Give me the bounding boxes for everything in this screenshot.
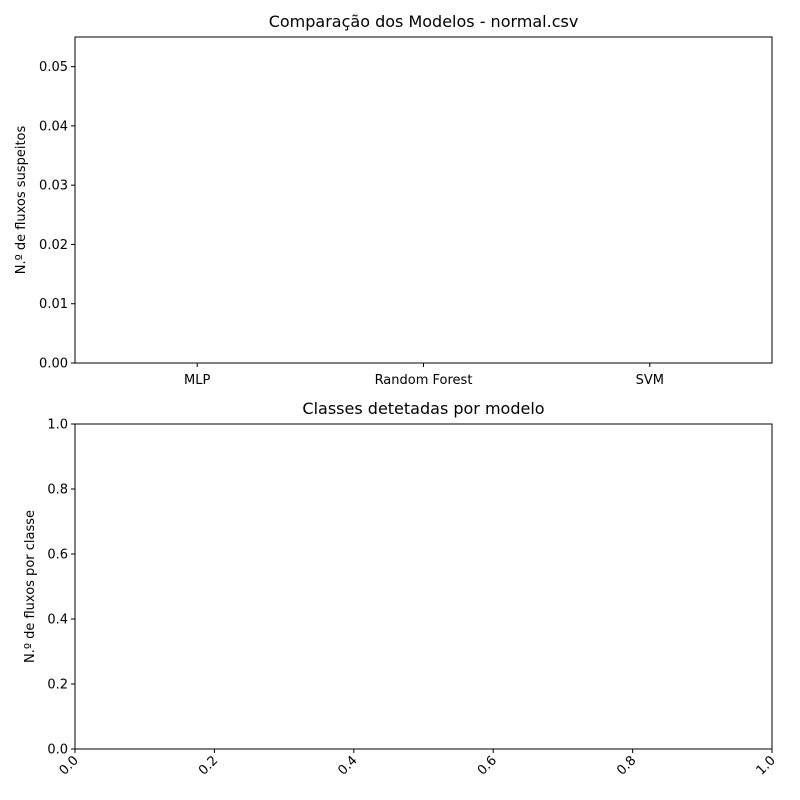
y-tick-label: 0.03 (39, 179, 68, 194)
y-tick-label: 0.00 (39, 357, 68, 372)
y-tick-label: 1.0 (47, 418, 68, 433)
y-tick-label: 0.01 (39, 297, 68, 312)
y-axis-label: N.º de fluxos por classe (23, 510, 38, 663)
axes-frame (74, 36, 773, 364)
y-tick-label: 0.4 (47, 613, 68, 628)
x-tick-label: 0.8 (614, 753, 639, 778)
y-tick-label: 0.6 (47, 548, 68, 563)
chart-title: Classes detetadas por modelo (302, 399, 544, 418)
y-tick-label: 0.2 (47, 678, 68, 693)
x-tick-label: 0.6 (475, 753, 500, 778)
y-tick-label: 0.02 (39, 238, 68, 253)
y-tick-label: 0.05 (39, 60, 68, 75)
x-tick-label: 0.2 (196, 753, 221, 778)
x-tick-label: Random Forest (375, 373, 473, 388)
x-tick-label: SVM (636, 373, 664, 388)
y-tick-label: 0.8 (47, 483, 68, 498)
axes-frame (74, 423, 773, 750)
y-tick-label: 0.0 (47, 743, 68, 758)
chart-title: Comparação dos Modelos - normal.csv (269, 12, 579, 31)
y-axis-label: N.º de fluxos suspeitos (14, 126, 29, 275)
x-tick-label: 1.0 (754, 753, 779, 778)
x-tick-label: 0.4 (335, 753, 360, 778)
x-tick-label: MLP (184, 373, 210, 388)
y-tick-label: 0.04 (39, 119, 68, 134)
